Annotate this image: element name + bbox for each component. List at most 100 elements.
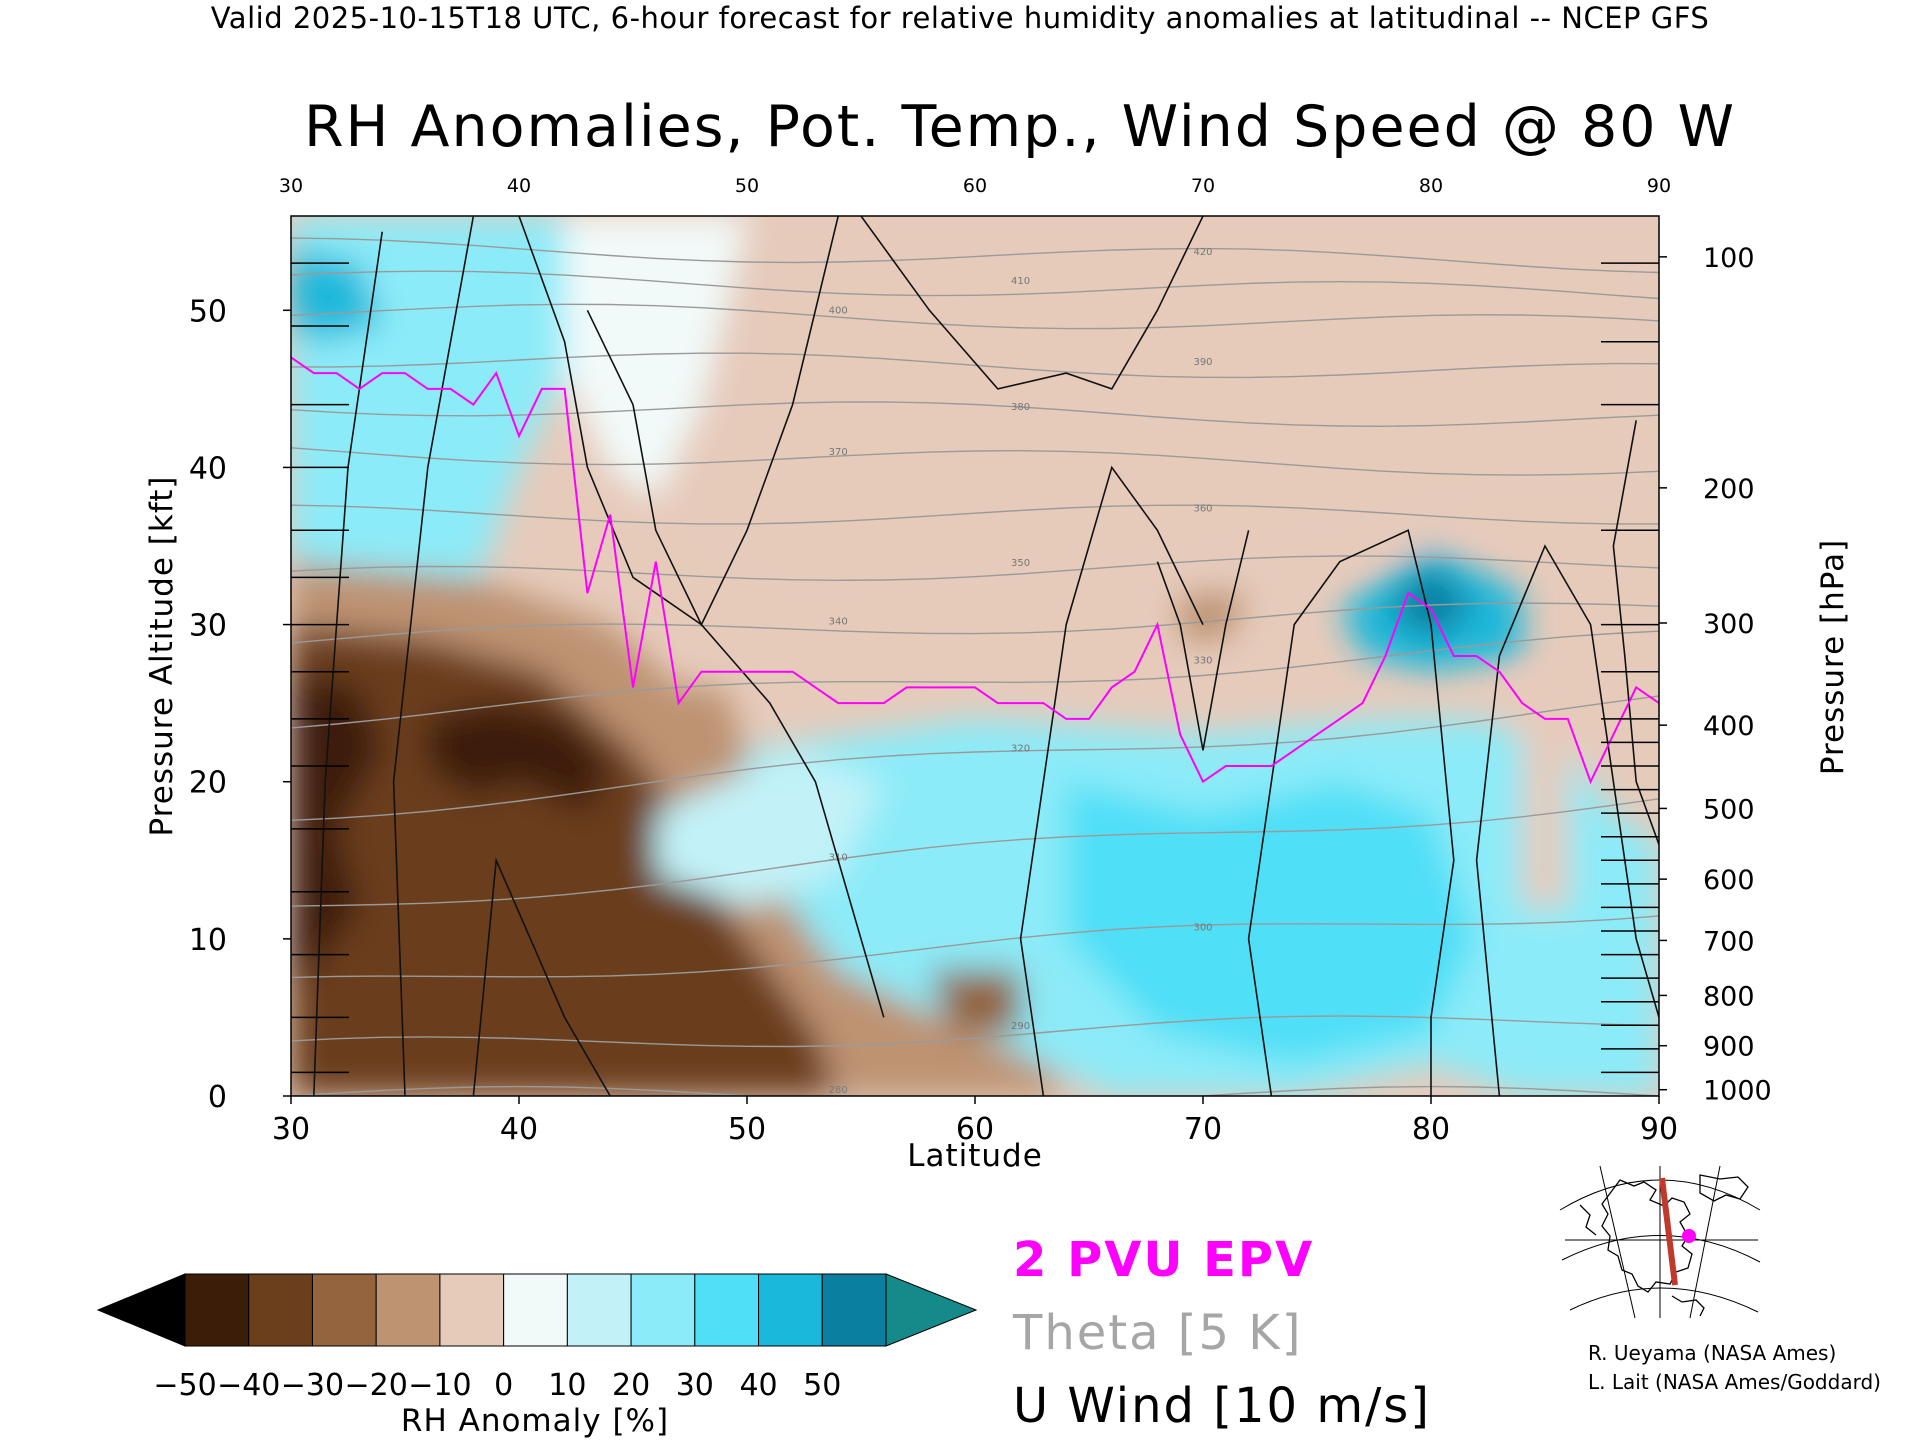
colorbar-bin-30 — [694, 1273, 760, 1347]
theta-contour-320 — [291, 695, 1659, 821]
rh-region-1 — [564, 216, 747, 499]
p-tick-label-100: 100 — [1703, 243, 1755, 274]
x-tick-label-80: 80 — [1412, 1112, 1450, 1147]
theta-label-330: 330 — [1193, 655, 1212, 666]
colorbar-tick--40: −40 — [217, 1368, 280, 1403]
colorbar-tick-0: 0 — [494, 1368, 513, 1403]
p-tick-label-800: 800 — [1703, 981, 1755, 1012]
legend-wind: U Wind [10 m/s] — [1013, 1378, 1431, 1434]
y-axis-right: 100 200 300 400 500 600 700 800 900 1000 — [1659, 243, 1772, 1107]
theta-contour-420 — [291, 237, 1659, 274]
theta-contour-310 — [291, 798, 1659, 907]
y-tick-label-30: 30 — [189, 609, 227, 644]
p-tick-label-600: 600 — [1703, 865, 1755, 896]
chart-title: RH Anomalies, Pot. Temp., Wind Speed @ 8… — [304, 94, 1736, 160]
x-top-tick-label-70: 70 — [1191, 175, 1215, 197]
x-tick-label-40: 40 — [500, 1112, 538, 1147]
rh-anomaly-field — [291, 216, 1659, 1096]
colorbar-bin--20 — [375, 1273, 441, 1347]
epv-2pvu-line — [291, 356, 1659, 785]
theta-label-300: 300 — [1193, 923, 1212, 934]
rh-region-14 — [678, 687, 747, 766]
legend-epv: 2 PVU EPV — [1013, 1232, 1314, 1288]
theta-label-280: 280 — [829, 1085, 848, 1096]
wind-contour-5 — [860, 216, 1204, 390]
x-top-tick-label-30: 30 — [279, 175, 303, 197]
theta-label-400: 400 — [829, 306, 848, 317]
colorbar-tick--30: −30 — [281, 1368, 344, 1403]
theta-label-420: 420 — [1193, 247, 1212, 258]
wind-contour-6 — [1019, 465, 1204, 1096]
y-axis-left: 0 10 20 30 40 50 — [189, 294, 291, 1115]
colorbar: −50 −40 −30 −20 −10 0 10 20 30 40 50 — [96, 1273, 978, 1403]
theta-contour-370 — [291, 447, 1659, 476]
x-axis-label: Latitude — [907, 1138, 1043, 1174]
wind-contour-8 — [1247, 529, 1455, 1096]
y-tick-label-40: 40 — [189, 451, 227, 486]
x-tick-label-90: 90 — [1640, 1112, 1678, 1147]
rh-region-7 — [427, 703, 611, 814]
theta-label-290: 290 — [1011, 1021, 1030, 1032]
x-axis-bottom: 30 40 50 60 70 80 90 — [272, 1096, 1678, 1147]
y-tick-label-0: 0 — [208, 1080, 227, 1115]
rh-region-13 — [1180, 593, 1249, 641]
wind-contour-10 — [1612, 420, 1659, 845]
colorbar-bin--40 — [248, 1273, 313, 1347]
wind-barbs — [291, 262, 1659, 1074]
colorbar-bin-0 — [503, 1273, 568, 1347]
theta-contour-390 — [291, 352, 1659, 379]
p-tick-label-500: 500 — [1703, 794, 1755, 825]
theta-label-320: 320 — [1011, 743, 1030, 754]
theta-label-380: 380 — [1011, 402, 1030, 413]
colorbar-tick--50: −50 — [153, 1368, 216, 1403]
p-tick-label-1000: 1000 — [1703, 1076, 1772, 1107]
colorbar-bin--10 — [439, 1273, 505, 1347]
rh-region-10 — [1066, 781, 1477, 1065]
p-tick-label-300: 300 — [1703, 609, 1755, 640]
colorbar-bin--50 — [184, 1273, 250, 1347]
theta-contour-400 — [291, 303, 1659, 330]
colorbar-tick--20: −20 — [345, 1368, 408, 1403]
y-tick-label-10: 10 — [189, 923, 227, 958]
colorbar-under-arrow — [96, 1273, 186, 1347]
rh-region-3 — [291, 247, 383, 342]
theta-label-340: 340 — [829, 617, 848, 628]
theta-contour-410 — [291, 270, 1659, 300]
colorbar-bin-20 — [630, 1273, 696, 1347]
x-axis-top: 30 40 50 60 70 80 90 — [279, 175, 1671, 197]
map-coastlines — [1579, 1174, 1749, 1317]
wind-contour-4 — [586, 216, 839, 627]
theta-contour-340 — [291, 602, 1659, 644]
credit-2: L. Lait (NASA Ames/Goddard) — [1588, 1370, 1881, 1394]
x-tick-label-30: 30 — [272, 1112, 310, 1147]
x-top-tick-label-80: 80 — [1419, 175, 1443, 197]
x-tick-label-50: 50 — [728, 1112, 766, 1147]
header-text: Valid 2025-10-15T18 UTC, 6-hour forecast… — [211, 1, 1710, 35]
y2-axis-label: Pressure [hPa] — [1815, 539, 1851, 775]
legend-theta: Theta [5 K] — [1012, 1305, 1303, 1361]
theta-label-350: 350 — [1011, 558, 1030, 569]
colorbar-tick-30: 30 — [676, 1368, 714, 1403]
p-tick-label-900: 900 — [1703, 1032, 1755, 1063]
colorbar-tick-10: 10 — [548, 1368, 586, 1403]
colorbar-bin-40 — [758, 1273, 823, 1347]
colorbar-tick--10: −10 — [408, 1368, 471, 1403]
theta-contour-380 — [291, 401, 1659, 428]
theta-contour-350 — [291, 555, 1659, 582]
x-top-tick-label-90: 90 — [1647, 175, 1671, 197]
colorbar-bin--30 — [311, 1273, 377, 1347]
y-tick-label-20: 20 — [189, 766, 227, 801]
wind-contours — [313, 216, 1659, 1096]
location-marker — [1682, 1229, 1696, 1243]
theta-contour-360 — [291, 504, 1659, 525]
colorbar-tick-20: 20 — [612, 1368, 650, 1403]
credit-1: R. Ueyama (NASA Ames) — [1588, 1341, 1836, 1365]
x-tick-label-70: 70 — [1184, 1112, 1222, 1147]
x-tick-label-60: 60 — [956, 1112, 994, 1147]
theta-contour-330 — [291, 630, 1659, 729]
colorbar-tick-50: 50 — [803, 1368, 841, 1403]
wind-contour-9 — [1475, 544, 1659, 1096]
wind-contour-7 — [1156, 530, 1250, 751]
colorbar-bin-10 — [566, 1273, 632, 1347]
rh-region-15 — [929, 970, 1021, 1034]
